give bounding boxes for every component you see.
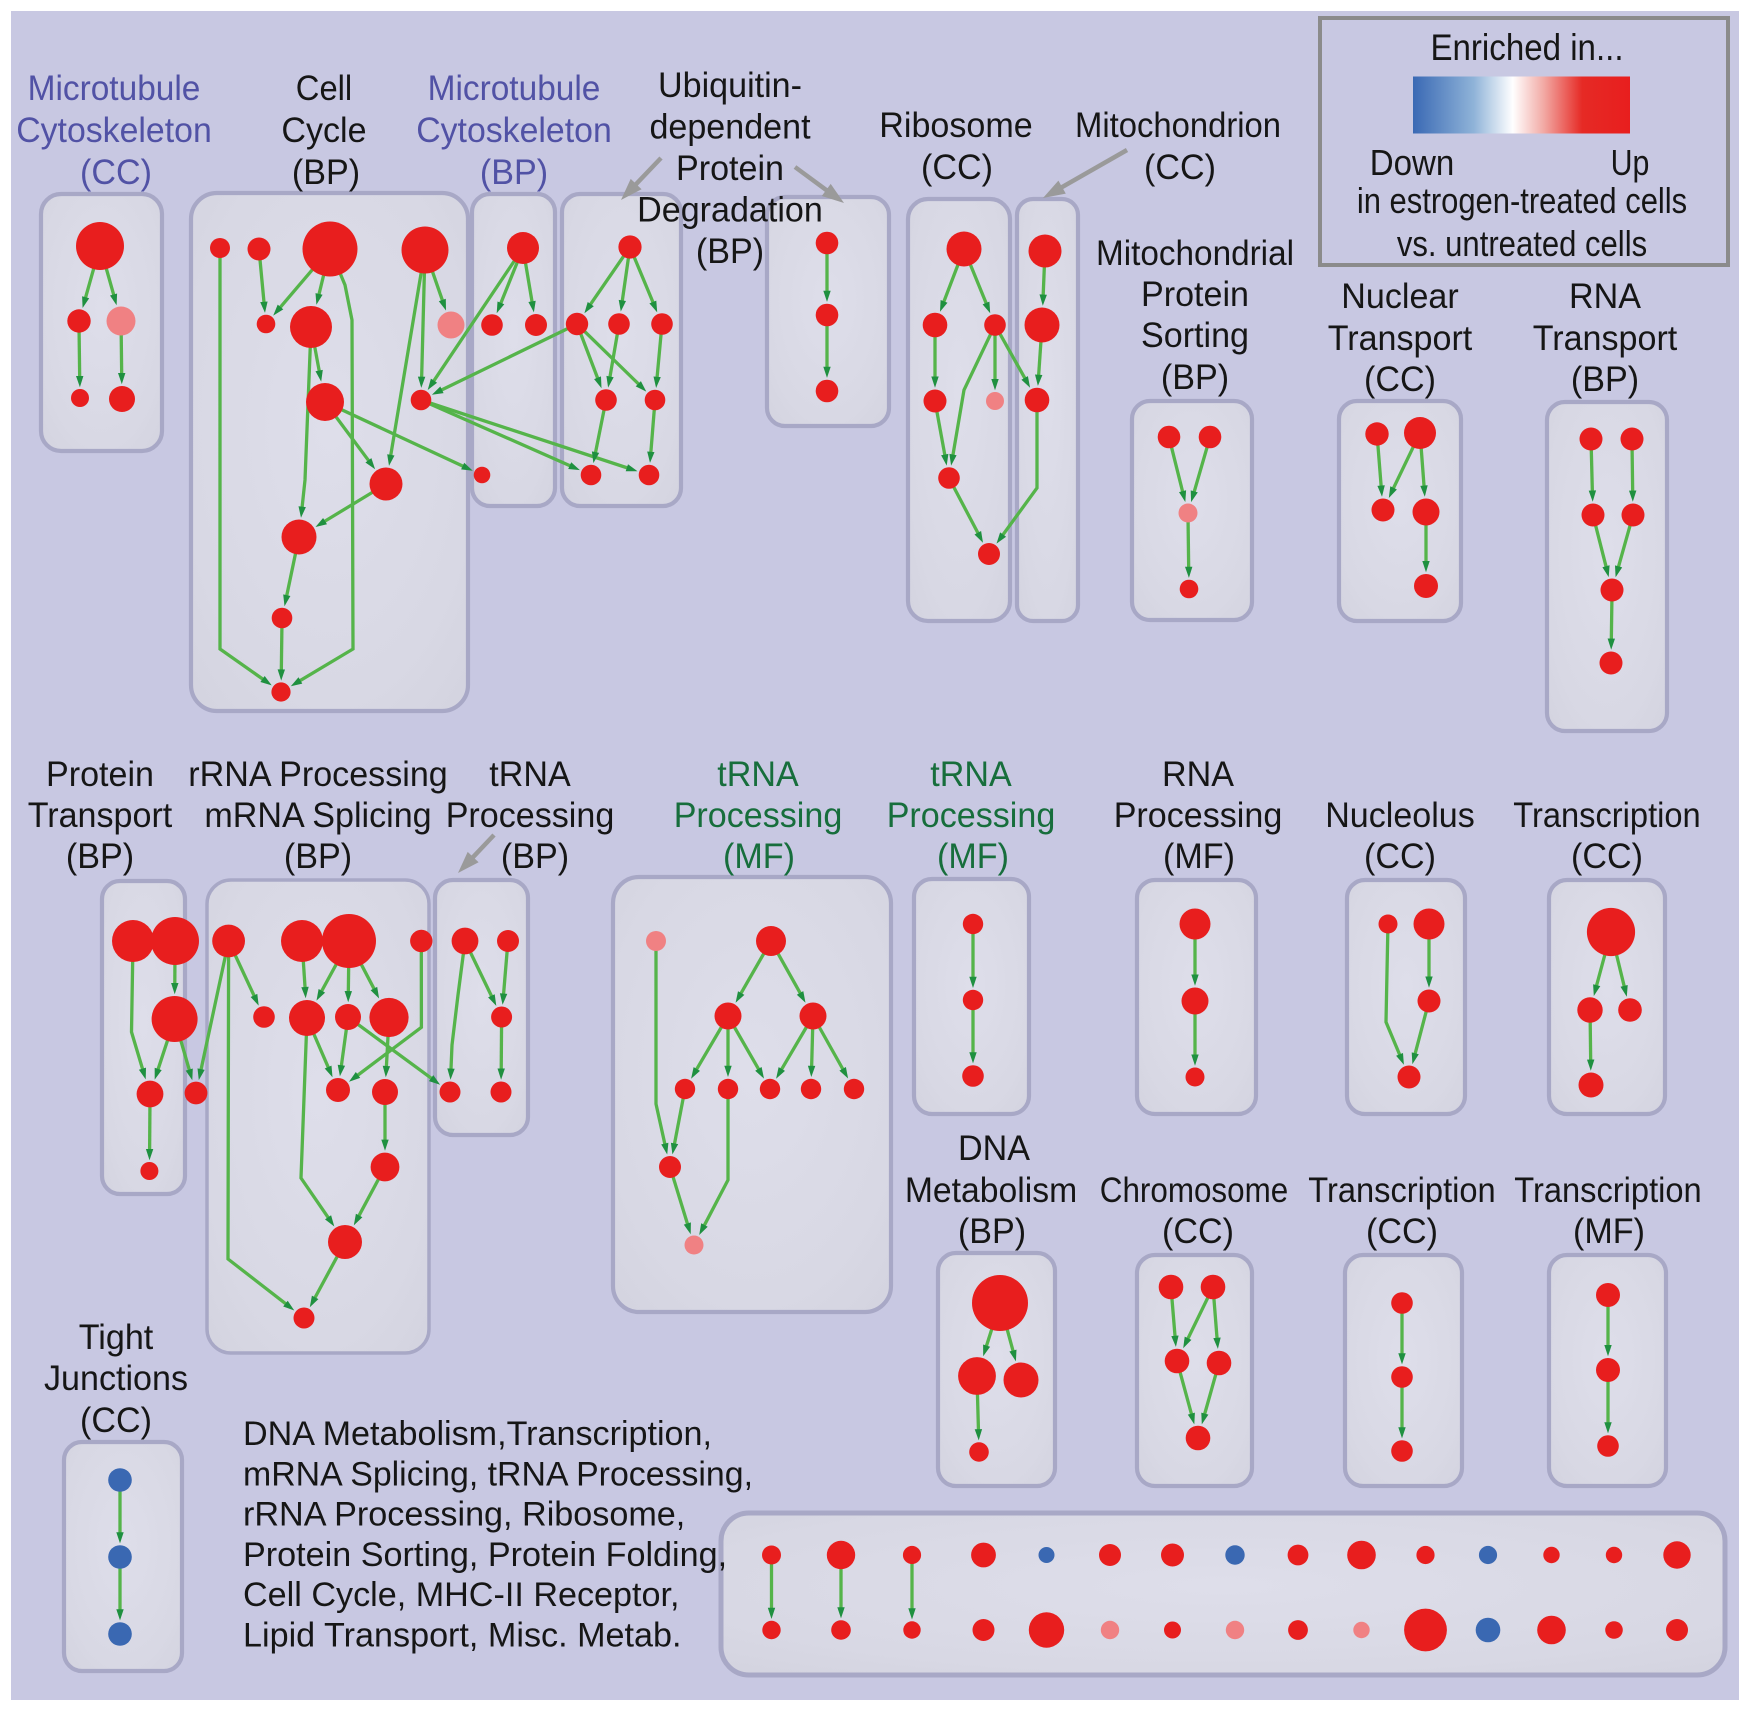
svg-text:Transport: Transport [1328, 318, 1473, 358]
svg-text:Mitochondrion: Mitochondrion [1075, 105, 1281, 145]
svg-text:mRNA Splicing: mRNA Splicing [204, 795, 431, 835]
svg-text:Metabolism: Metabolism [905, 1170, 1077, 1210]
svg-text:Transcription: Transcription [1513, 795, 1700, 835]
svg-text:rRNA Processing, Ribosome,: rRNA Processing, Ribosome, [243, 1496, 685, 1534]
svg-text:vs. untreated cells: vs. untreated cells [1397, 223, 1647, 264]
svg-text:(BP): (BP) [958, 1211, 1026, 1251]
svg-text:tRNA: tRNA [489, 754, 571, 794]
svg-text:(MF): (MF) [1163, 836, 1235, 876]
svg-text:Transcription: Transcription [1308, 1170, 1495, 1210]
svg-text:tRNA: tRNA [930, 754, 1012, 794]
svg-text:Cytoskeleton: Cytoskeleton [16, 110, 212, 150]
svg-text:Cytoskeleton: Cytoskeleton [416, 110, 612, 150]
svg-text:RNA: RNA [1162, 754, 1234, 794]
svg-text:Degradation: Degradation [637, 190, 823, 230]
svg-text:(MF): (MF) [723, 836, 795, 876]
svg-text:Sorting: Sorting [1141, 315, 1249, 355]
svg-text:Transcription: Transcription [1514, 1170, 1701, 1210]
svg-text:RNA: RNA [1569, 276, 1641, 316]
svg-text:Ribosome: Ribosome [879, 105, 1032, 145]
svg-text:Cycle: Cycle [281, 110, 366, 150]
svg-text:(CC): (CC) [1571, 836, 1643, 876]
svg-text:(BP): (BP) [480, 152, 548, 192]
svg-text:Microtubule: Microtubule [428, 68, 601, 108]
svg-text:(CC): (CC) [1366, 1211, 1438, 1251]
svg-text:Protein: Protein [676, 148, 784, 188]
svg-text:DNA Metabolism,Transcription,: DNA Metabolism,Transcription, [243, 1415, 712, 1453]
svg-text:(BP): (BP) [1161, 357, 1229, 397]
svg-text:Ubiquitin-: Ubiquitin- [658, 65, 802, 105]
svg-text:Protein: Protein [46, 754, 154, 794]
svg-text:(MF): (MF) [937, 836, 1009, 876]
svg-text:Lipid Transport, Misc. Metab.: Lipid Transport, Misc. Metab. [243, 1617, 682, 1655]
svg-text:(CC): (CC) [80, 1400, 152, 1440]
svg-text:Processing: Processing [1114, 795, 1283, 835]
svg-text:Transport: Transport [1533, 318, 1678, 358]
svg-text:(BP): (BP) [696, 231, 764, 271]
svg-text:Protein Sorting, Protein Foldi: Protein Sorting, Protein Folding, [243, 1536, 727, 1574]
svg-text:Cell: Cell [296, 68, 352, 108]
svg-text:Protein: Protein [1141, 274, 1249, 314]
svg-text:(MF): (MF) [1573, 1211, 1645, 1251]
svg-text:(CC): (CC) [80, 152, 152, 192]
svg-text:(BP): (BP) [292, 152, 360, 192]
svg-text:mRNA Splicing, tRNA Processing: mRNA Splicing, tRNA Processing, [243, 1455, 753, 1493]
svg-text:(CC): (CC) [1162, 1211, 1234, 1251]
svg-text:Junctions: Junctions [44, 1358, 188, 1398]
svg-text:Nuclear: Nuclear [1341, 276, 1459, 316]
svg-text:Processing: Processing [887, 795, 1056, 835]
svg-text:rRNA Processing: rRNA Processing [188, 754, 448, 794]
svg-text:Mitochondrial: Mitochondrial [1096, 233, 1294, 273]
svg-text:(CC): (CC) [1144, 147, 1216, 187]
svg-text:Enriched in...: Enriched in... [1430, 27, 1623, 68]
svg-text:Microtubule: Microtubule [28, 68, 201, 108]
svg-text:Nucleolus: Nucleolus [1325, 795, 1475, 835]
svg-text:(CC): (CC) [1364, 836, 1436, 876]
svg-text:dependent: dependent [649, 107, 810, 147]
svg-text:(BP): (BP) [1571, 359, 1639, 399]
svg-text:Transport: Transport [28, 795, 173, 835]
svg-text:Tight: Tight [79, 1317, 154, 1357]
svg-text:(BP): (BP) [284, 836, 352, 876]
svg-text:(CC): (CC) [1364, 359, 1436, 399]
svg-text:in estrogen-treated cells: in estrogen-treated cells [1357, 180, 1687, 221]
svg-text:Cell Cycle, MHC-II Receptor,: Cell Cycle, MHC-II Receptor, [243, 1576, 680, 1614]
svg-text:DNA: DNA [958, 1128, 1030, 1168]
svg-text:(BP): (BP) [66, 836, 134, 876]
svg-text:Processing: Processing [446, 795, 615, 835]
svg-text:Up: Up [1611, 142, 1650, 183]
svg-text:Down: Down [1370, 142, 1455, 183]
svg-text:Processing: Processing [674, 795, 843, 835]
svg-text:Chromosome: Chromosome [1100, 1170, 1288, 1210]
svg-text:(BP): (BP) [501, 836, 569, 876]
svg-text:(CC): (CC) [921, 147, 993, 187]
svg-text:tRNA: tRNA [717, 754, 799, 794]
